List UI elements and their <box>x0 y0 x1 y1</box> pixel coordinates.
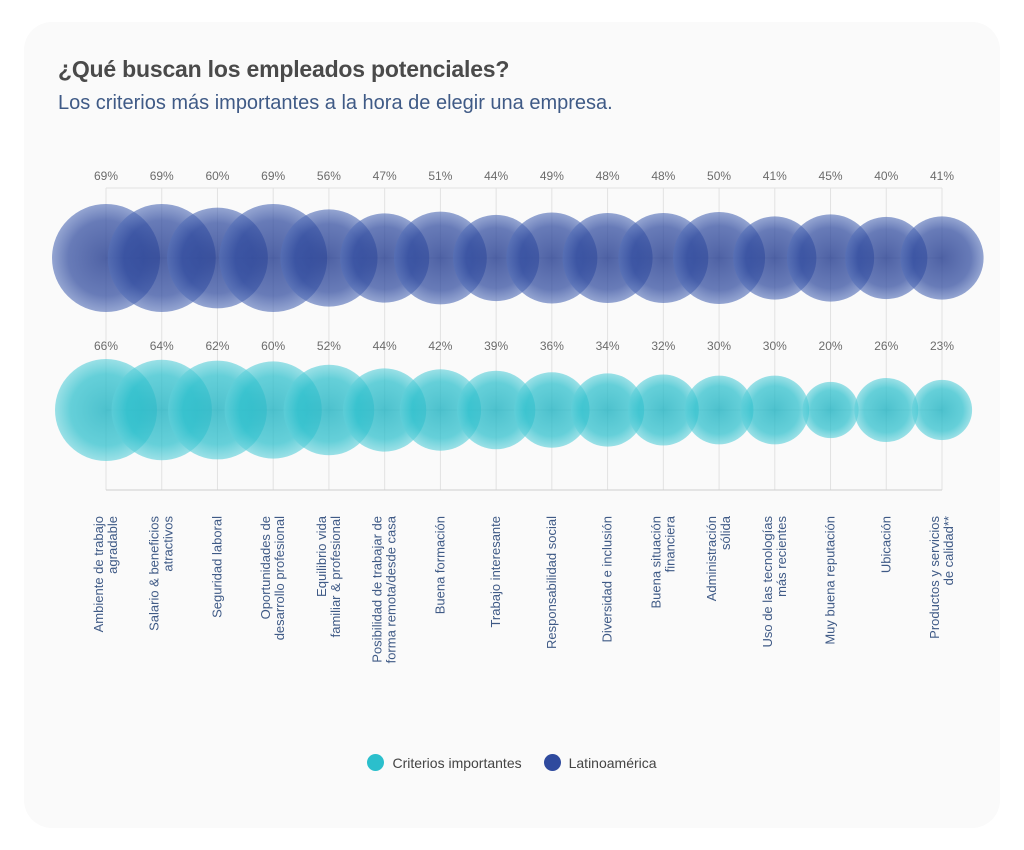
value-label-latinoamerica: 49% <box>540 169 564 183</box>
category-label: Ubicación <box>878 516 893 573</box>
value-label-criterios: 26% <box>874 339 898 353</box>
legend-label: Criterios importantes <box>392 754 522 771</box>
bubble-criterios <box>854 378 919 442</box>
legend: Criterios importantes Latinoamérica <box>0 754 1024 771</box>
legend-label: Latinoamérica <box>568 754 657 771</box>
category-label: Responsabilidad social <box>544 516 559 649</box>
value-label-criterios: 62% <box>205 339 229 353</box>
svg-text:Muy buena reputación: Muy buena reputación <box>823 516 838 645</box>
value-label-latinoamerica: 44% <box>484 169 508 183</box>
value-label-latinoamerica: 50% <box>707 169 731 183</box>
category-label: Buena situaciónfinanciera <box>648 515 677 608</box>
value-label-latinoamerica: 47% <box>373 169 397 183</box>
category-label: Equilibrio vidafamiliar & profesional <box>314 515 343 637</box>
svg-text:Productos y serviciosde calida: Productos y serviciosde calidad** <box>927 516 956 639</box>
value-label-latinoamerica: 60% <box>205 169 229 183</box>
value-label-criterios: 34% <box>596 339 620 353</box>
legend-swatch-dark <box>543 754 561 771</box>
bubble-criterios <box>802 381 859 439</box>
value-label-criterios: 44% <box>373 339 397 353</box>
bubble-criterios <box>571 373 645 447</box>
svg-text:Administraciónsólida: Administraciónsólida <box>704 515 733 601</box>
value-label-criterios: 60% <box>261 339 285 353</box>
category-label: Salario & beneficiosatractivos <box>147 516 176 631</box>
svg-text:Posibilidad de trabajar deform: Posibilidad de trabajar deforma remota/d… <box>370 515 399 663</box>
category-label: Muy buena reputación <box>823 516 838 645</box>
bubble-latinoamerica <box>900 216 984 300</box>
category-label: Oportunidades dedesarrollo profesional <box>258 516 287 640</box>
category-label: Buena formación <box>432 516 447 614</box>
value-label-latinoamerica: 69% <box>261 169 285 183</box>
legend-item-latinoamerica: Latinoamérica <box>543 754 657 771</box>
value-label-latinoamerica: 48% <box>596 169 620 183</box>
value-label-criterios: 30% <box>707 339 731 353</box>
svg-text:Buena situaciónfinanciera: Buena situaciónfinanciera <box>648 515 677 608</box>
category-label: Uso de las tecnologíasmás recientes <box>760 516 789 648</box>
bubble-criterios <box>911 379 973 441</box>
value-label-latinoamerica: 51% <box>428 169 452 183</box>
value-label-criterios: 36% <box>540 339 564 353</box>
value-label-latinoamerica: 56% <box>317 169 341 183</box>
svg-text:Ambiente de trabajoagradable: Ambiente de trabajoagradable <box>91 516 120 632</box>
value-label-latinoamerica: 40% <box>874 169 898 183</box>
svg-text:Diversidad e inclusión: Diversidad e inclusión <box>600 516 615 642</box>
category-label: Trabajo interesante <box>488 516 503 628</box>
category-label: Productos y serviciosde calidad** <box>927 516 956 639</box>
svg-text:Trabajo interesante: Trabajo interesante <box>488 516 503 628</box>
legend-swatch-light <box>367 754 385 771</box>
category-label: Seguridad laboral <box>210 516 225 618</box>
category-label: Administraciónsólida <box>704 515 733 601</box>
value-label-criterios: 39% <box>484 339 508 353</box>
value-label-criterios: 66% <box>94 339 118 353</box>
value-label-latinoamerica: 41% <box>930 169 954 183</box>
value-label-latinoamerica: 69% <box>150 169 174 183</box>
svg-text:Ubicación: Ubicación <box>878 516 893 573</box>
bubble-criterios <box>627 374 699 446</box>
svg-text:Oportunidades dedesarrollo pro: Oportunidades dedesarrollo profesional <box>258 516 287 640</box>
value-label-latinoamerica: 48% <box>651 169 675 183</box>
bubble-criterios <box>399 369 482 451</box>
value-label-criterios: 52% <box>317 339 341 353</box>
value-label-criterios: 42% <box>428 339 452 353</box>
svg-text:Buena formación: Buena formación <box>432 516 447 614</box>
series-criterios-importantes <box>55 359 973 461</box>
svg-text:Equilibrio vidafamiliar & prof: Equilibrio vidafamiliar & profesional <box>314 515 343 637</box>
svg-text:Responsabilidad social: Responsabilidad social <box>544 516 559 649</box>
category-label: Posibilidad de trabajar deforma remota/d… <box>370 515 399 663</box>
value-label-criterios: 23% <box>930 339 954 353</box>
value-label-latinoamerica: 69% <box>94 169 118 183</box>
chart-title: ¿Qué buscan los empleados potenciales? <box>58 56 510 82</box>
bubble-criterios <box>740 375 810 445</box>
category-label: Diversidad e inclusión <box>600 516 615 642</box>
bubble-criterios <box>514 372 590 448</box>
bubble-criterios <box>684 375 754 445</box>
value-label-latinoamerica: 41% <box>763 169 787 183</box>
bubble-criterios <box>456 370 536 450</box>
value-label-criterios: 32% <box>651 339 675 353</box>
svg-text:Seguridad laboral: Seguridad laboral <box>210 516 225 618</box>
category-labels: Ambiente de trabajoagradable Salario & be… <box>91 515 956 663</box>
legend-item-criterios: Criterios importantes <box>367 754 522 771</box>
value-label-criterios: 30% <box>763 339 787 353</box>
svg-text:Uso de las tecnologíasmás reci: Uso de las tecnologíasmás recientes <box>760 516 789 648</box>
value-label-latinoamerica: 45% <box>819 169 843 183</box>
value-label-criterios: 20% <box>819 339 843 353</box>
value-label-criterios: 64% <box>150 339 174 353</box>
value-labels: 69% 69% 60% 69% 56% 47% 51% 44% 49% 48% 48% 50% 41% 4… <box>94 169 954 353</box>
category-label: Ambiente de trabajoagradable <box>91 516 120 632</box>
series-latinoamerica <box>52 204 984 312</box>
chart-subtitle: Los criterios más importantes a la hora … <box>58 92 613 114</box>
svg-text:Salario & beneficiosatractivos: Salario & beneficiosatractivos <box>147 516 176 631</box>
